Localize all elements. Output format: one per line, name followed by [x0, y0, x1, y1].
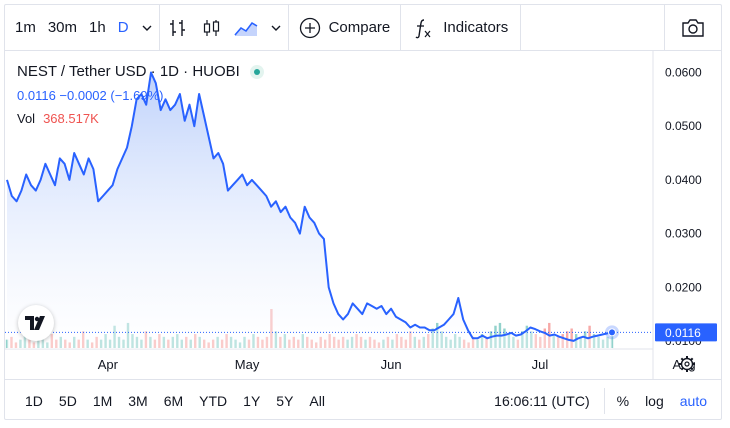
interval-30m[interactable]: 30m	[47, 19, 78, 36]
y-tick-label: 0.0400	[665, 173, 702, 187]
chart-style-dropdown[interactable]	[264, 5, 288, 51]
price-chart[interactable]: 0.06000.05000.04000.03000.02000.0100AprM…	[5, 51, 721, 379]
x-tick-label: May	[235, 357, 260, 372]
range-5y[interactable]: 5Y	[276, 392, 294, 409]
volume-bar	[570, 328, 573, 348]
percent-scale-toggle[interactable]: %	[616, 392, 630, 409]
range-3m[interactable]: 3M	[128, 392, 148, 409]
x-tick-label: Jun	[381, 357, 402, 372]
compare-button[interactable]: Compare	[289, 5, 401, 51]
toolbar-divider	[664, 4, 665, 51]
interval-1m[interactable]: 1m	[15, 19, 36, 36]
log-scale-toggle[interactable]: log	[645, 392, 664, 409]
plus-circle-icon	[299, 17, 320, 38]
price-line[interactable]	[6, 71, 613, 342]
chevron-down-icon	[271, 25, 281, 31]
bars-style-button[interactable]	[160, 5, 196, 51]
price-change: 0.0116 −0.0002 (−1.69%)	[17, 88, 164, 103]
x-tick-label: Jul	[532, 357, 549, 372]
range-5d[interactable]: 5D	[58, 392, 77, 409]
y-tick-label: 0.0300	[665, 227, 702, 241]
interval-dropdown[interactable]	[135, 5, 159, 51]
area-style-button[interactable]	[228, 5, 264, 51]
range-ytd[interactable]: YTD	[199, 392, 228, 409]
chart-widget: 1m 30m 1h D Compare Indicators	[4, 4, 722, 420]
market-status-icon[interactable]	[249, 64, 264, 79]
symbol-title: NEST / Tether USD · 1D · HUOBI	[17, 63, 264, 80]
candlestick-icon	[203, 19, 219, 36]
x-tick-label: Apr	[98, 357, 119, 372]
range-6m[interactable]: 6M	[163, 392, 184, 409]
y-tick-label: 0.0600	[665, 65, 702, 79]
chevron-down-icon	[142, 25, 152, 31]
camera-icon	[682, 18, 704, 37]
last-price-label: 0.0116	[665, 326, 701, 340]
range-1m[interactable]: 1M	[92, 392, 113, 409]
toolbar-divider	[158, 4, 160, 51]
range-1d[interactable]: 1D	[25, 392, 43, 409]
utc-clock[interactable]: 16:06:11 (UTC)	[494, 392, 590, 409]
screenshot-button[interactable]	[665, 5, 721, 51]
tv-logo-icon	[25, 316, 45, 330]
toolbar-divider	[400, 4, 402, 51]
last-price-badge	[655, 323, 717, 342]
range-1y[interactable]: 1Y	[243, 392, 261, 409]
auto-scale-toggle[interactable]: auto	[679, 392, 707, 409]
volume-value: 368.517K	[43, 111, 99, 126]
interval-1h[interactable]: 1h	[89, 19, 106, 36]
toolbar-divider	[520, 4, 522, 51]
volume-legend: Vol 368.517K	[17, 111, 99, 126]
price-area	[7, 72, 612, 349]
top-toolbar: 1m 30m 1h D Compare Indicators	[5, 4, 721, 51]
bottom-toolbar: 1D 5D 1M 3M 6M YTD 1Y 5Y All 16:06:11 (U…	[5, 379, 721, 421]
function-icon	[415, 18, 431, 38]
tradingview-logo[interactable]	[18, 305, 54, 341]
range-all[interactable]: All	[309, 392, 325, 409]
area-chart-icon	[233, 21, 257, 36]
interval-d[interactable]: D	[117, 19, 129, 36]
candles-style-button[interactable]	[196, 5, 228, 51]
indicators-button[interactable]: Indicators	[401, 5, 520, 51]
y-tick-label: 0.0200	[665, 280, 702, 294]
y-tick-label: 0.0500	[665, 119, 702, 133]
last-price-marker[interactable]	[608, 328, 616, 337]
toolbar-divider	[603, 387, 605, 414]
bar-chart-icon	[169, 19, 185, 36]
chart-legend: NEST / Tether USD · 1D · HUOBI 0.0116 −0…	[17, 63, 264, 126]
toolbar-divider	[287, 4, 289, 51]
settings-gear-icon[interactable]	[679, 356, 695, 372]
